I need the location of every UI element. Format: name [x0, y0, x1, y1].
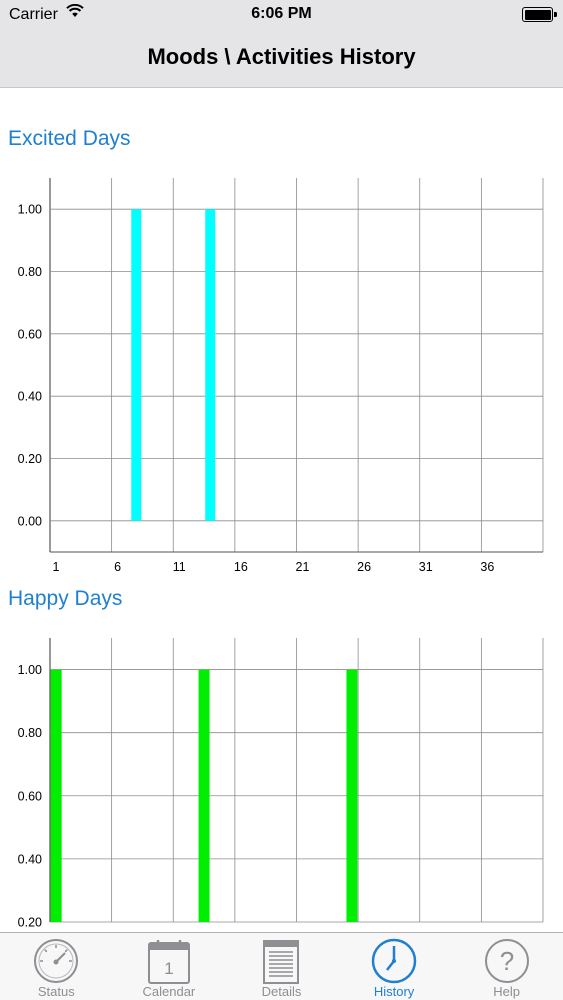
chart-bar — [131, 209, 142, 521]
status-time: 6:06 PM — [251, 5, 312, 22]
tab-history[interactable]: History — [338, 933, 451, 1000]
y-tick-label: 0.40 — [18, 852, 42, 866]
x-tick-label: 6 — [114, 560, 121, 574]
happy-days-chart: 0.20 0.40 0.60 0.80 1.00 — [0, 630, 563, 930]
carrier-label: Carrier — [9, 6, 58, 23]
tab-label: History — [373, 984, 415, 999]
y-tick-label: 0.20 — [18, 916, 42, 930]
excited-days-plot: 0.000.200.400.600.801.001 6 11 16 21 26 31 36 — [18, 178, 544, 574]
navigation-bar: Moods \ Activities History — [0, 30, 563, 88]
chart-bar — [346, 669, 358, 922]
y-tick-label: 0.20 — [18, 452, 42, 466]
x-tick-label: 21 — [296, 560, 310, 574]
speedometer-icon — [34, 939, 79, 983]
chart-bar — [198, 669, 210, 922]
excited-days-chart: 0.00 0.20 0.40 0.60 0.80 1.00 1 6 11 16 21 26 31 36 — [0, 170, 563, 580]
x-tick-label: 1 — [53, 560, 60, 574]
chart-bar — [205, 209, 216, 521]
wifi-icon — [66, 3, 84, 23]
battery-icon — [522, 7, 557, 22]
y-tick-label: 0.60 — [18, 327, 42, 341]
tab-help[interactable]: ? Help — [450, 933, 563, 1000]
excited-days-title: Excited Days — [8, 127, 131, 150]
y-tick-label: 1.00 — [18, 203, 42, 217]
x-tick-label: 11 — [173, 560, 186, 574]
tab-label: Calendar — [142, 984, 196, 999]
tab-bar: Status 1 Calendar Details — [0, 932, 563, 1000]
y-tick-label: 1.00 — [18, 663, 42, 677]
tab-label: Details — [261, 984, 302, 999]
document-icon — [263, 940, 300, 984]
question-icon: ? — [484, 939, 529, 983]
tab-label: Status — [37, 984, 75, 999]
calendar-icon: 1 — [147, 940, 190, 984]
happy-days-title: Happy Days — [8, 587, 123, 610]
tab-label: Help — [493, 984, 521, 999]
status-bar: Carrier 6:06 PM — [0, 0, 563, 30]
y-tick-label: 0.80 — [18, 265, 42, 279]
y-tick-label: 0.60 — [18, 789, 42, 803]
y-tick-label: 0.80 — [18, 726, 42, 740]
tab-details[interactable]: Details — [225, 933, 338, 1000]
tab-status[interactable]: Status — [0, 933, 113, 1000]
x-tick-label: 26 — [357, 560, 371, 574]
clock-icon — [371, 938, 417, 984]
tab-calendar[interactable]: 1 Calendar — [113, 933, 226, 1000]
y-tick-label: 0.40 — [18, 390, 42, 404]
y-tick-label: 0.00 — [18, 514, 42, 528]
chart-bar — [50, 669, 62, 922]
calendar-day-number: 1 — [164, 959, 173, 978]
x-tick-label: 31 — [419, 560, 433, 574]
happy-days-plot: 0.20 0.40 0.60 0.80 1.00 — [18, 638, 544, 930]
page-title: Moods \ Activities History — [147, 44, 416, 69]
svg-text:?: ? — [499, 946, 513, 976]
x-tick-label: 36 — [480, 560, 494, 574]
x-tick-label: 16 — [234, 560, 248, 574]
